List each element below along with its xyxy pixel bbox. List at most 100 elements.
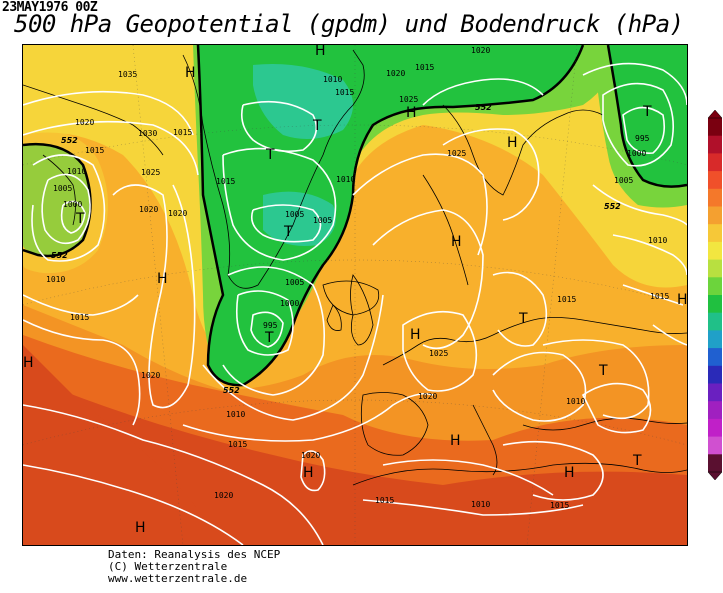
high-pressure-marker: H [507,135,518,151]
legend-color-segment [708,224,722,243]
pressure-label: 1020 [301,451,320,460]
west-low-yellow [23,129,108,274]
high-pressure-marker: H [303,465,314,481]
legend-color-segment [708,330,722,349]
high-pressure-marker: H [315,45,326,59]
legend-color-segment [708,383,722,402]
color-scale-legend [708,110,722,480]
geopotential-552-ne [606,45,687,188]
legend-color-segment [708,312,722,331]
pressure-label: 1010 [226,410,245,419]
pressure-label: 995 [635,134,650,143]
cyan-core [253,64,353,139]
legend-color-segment [708,259,722,278]
pressure-label: 1015 [173,128,192,137]
legend-color-segment [708,135,722,154]
pressure-label: 1025 [141,168,160,177]
credits-line-3: www.wetterzentrale.de [108,572,248,585]
geopotential-label: 552 [223,386,240,395]
pressure-label: 1010 [67,167,86,176]
pressure-label: 1010 [46,275,65,284]
pressure-label: 1020 [141,371,160,380]
high-pressure-marker: H [157,271,168,287]
pressure-label: 1020 [139,205,158,214]
pressure-label: 1010 [566,397,585,406]
weather-map: 1035 1030 1025 1020 1020 1015 1010 1005 … [22,44,688,546]
pressure-label: 1020 [471,46,490,55]
legend-color-segment [708,295,722,314]
pressure-label: 1005 [285,278,304,287]
legend-color-segment [708,348,722,367]
pressure-label: 1010 [648,236,667,245]
pressure-label: 1005 [53,184,72,193]
pressure-label: 1020 [418,392,437,401]
legend-color-segment [708,365,722,384]
pressure-label: 1015 [335,88,354,97]
legend-color-segment [708,401,722,420]
legend-color-segment [708,171,722,190]
pressure-label: 1000 [627,149,646,158]
high-pressure-marker: H [564,465,575,481]
low-pressure-marker: T [283,224,293,240]
low-pressure-marker: T [75,211,85,227]
legend-color-segment [708,277,722,296]
pressure-label: 1015 [70,313,89,322]
high-pressure-marker: H [451,234,462,250]
dark-red-southwest [23,345,223,545]
high-pressure-marker: H [135,520,146,536]
legend-color-segment [708,118,722,137]
pressure-label: 1010 [336,175,355,184]
credits-line-1: Daten: Reanalysis des NCEP [108,548,281,561]
pressure-label: 1020 [214,491,233,500]
low-pressure-marker: T [312,118,322,134]
pressure-label: 1010 [323,75,342,84]
pressure-label: 1015 [216,177,235,186]
low-pressure-marker: T [642,104,652,120]
low-pressure-marker: T [264,330,274,346]
geopotential-label: 552 [61,136,78,145]
pressure-label: 1025 [447,149,466,158]
pressure-label: 1015 [415,63,434,72]
graticule [23,45,687,545]
pressure-labels: 1035 1030 1025 1020 1020 1015 1010 1005 … [46,46,669,510]
high-pressure-marker: H [450,433,461,449]
pressure-label: 1010 [471,500,490,509]
pressure-label: 1015 [557,295,576,304]
pressure-label: 1030 [138,129,157,138]
credits: Daten: Reanalysis des NCEP (C) Wetterzen… [108,549,280,585]
legend-color-segment [708,418,722,438]
pressure-label: 1000 [280,299,299,308]
credits-line-2: (C) Wetterzentrale [108,560,228,573]
pressure-label: 1020 [75,118,94,127]
legend-color-segment [708,436,722,455]
high-pressure-marker: H [406,105,417,121]
pressure-label: 1000 [63,200,82,209]
pressure-label: 1015 [650,292,669,301]
high-pressure-marker: H [677,292,687,308]
pressure-label: 995 [263,321,278,330]
pressure-systems: H H H H H H H H H H H H H T T T T T T T … [23,45,687,536]
pressure-label: 1015 [228,440,247,449]
high-pressure-marker: H [410,327,421,343]
coastlines [23,49,687,486]
pressure-label: 1020 [168,209,187,218]
geopotential-label: 552 [51,251,68,260]
pressure-label: 1020 [386,69,405,78]
low-pressure-marker: T [265,147,275,163]
low-pressure-marker: T [518,311,528,327]
pressure-label: 1035 [118,70,137,79]
legend-color-segment [708,188,722,207]
pressure-label: 1025 [399,95,418,104]
geopotential-label: 552 [604,202,621,211]
map-title: 500 hPa Geopotential (gpdm) und Bodendru… [14,10,684,38]
geopotential-552-contour [196,45,585,387]
legend-color-segment [708,206,722,225]
high-pressure-marker: H [23,355,34,371]
legend-color-segment [708,241,722,261]
pressure-label: 1005 [285,210,304,219]
low-pressure-marker: T [598,363,608,379]
map-date: 23MAY1976 00Z [2,0,98,15]
pressure-label: 1025 [429,349,448,358]
legend-color-segment [708,153,722,172]
legend-color-segment [708,454,722,473]
